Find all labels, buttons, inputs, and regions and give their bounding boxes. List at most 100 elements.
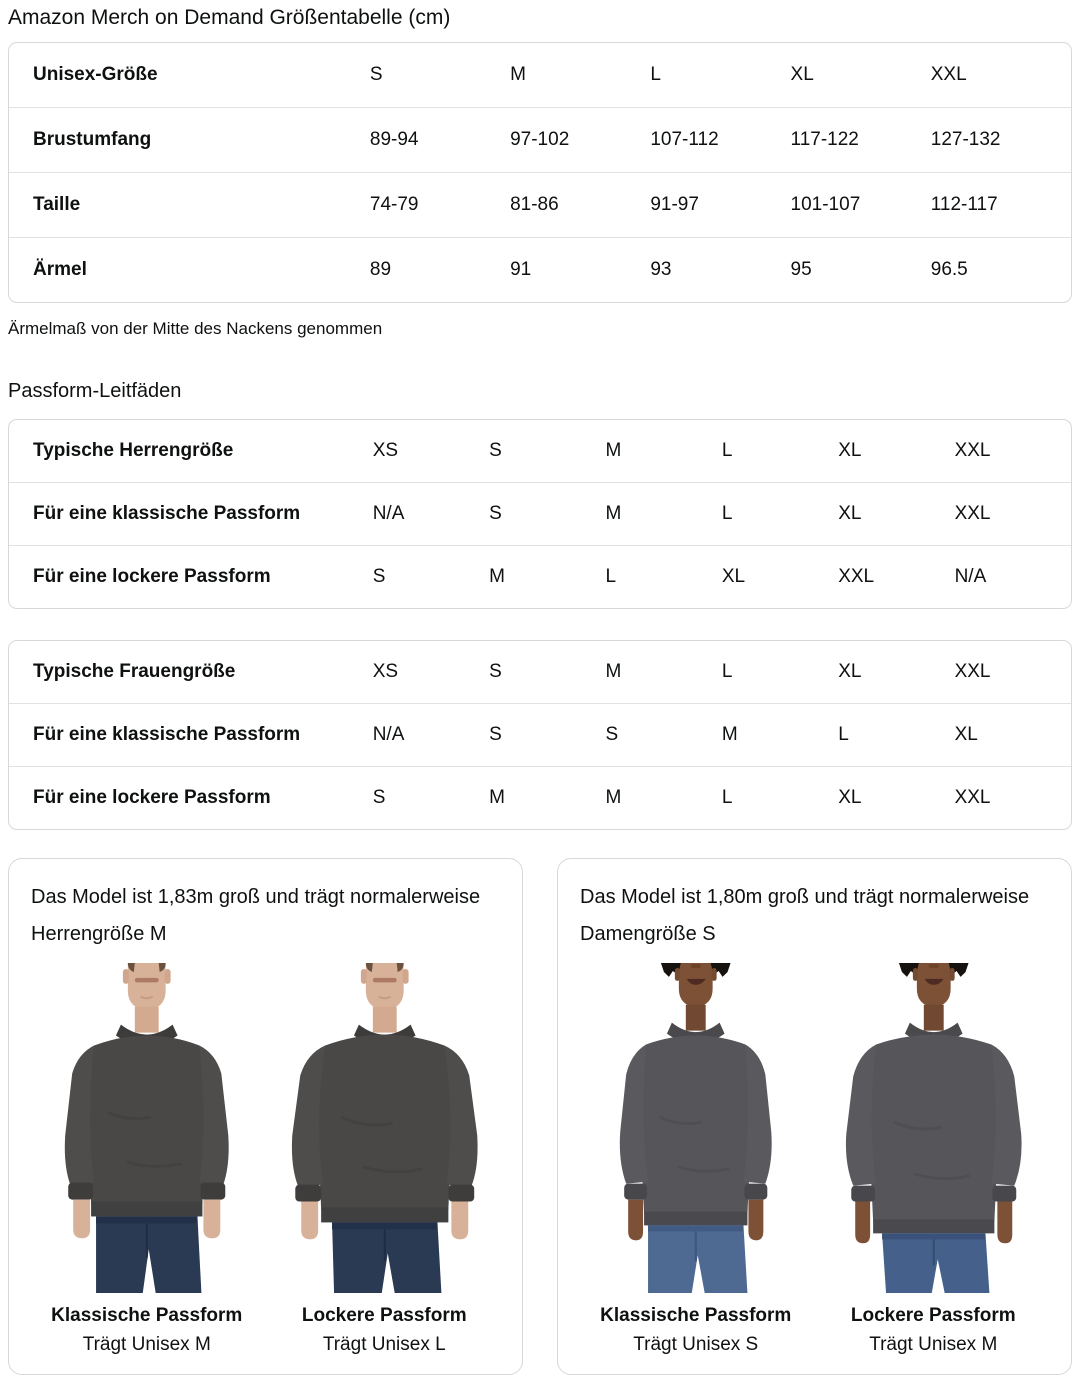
table-row: Ärmel 89 91 93 95 96.5 — [9, 237, 1071, 302]
row-label: Für eine klassische Passform — [9, 703, 373, 766]
table-cell: XXL — [954, 661, 991, 682]
table-cell: 101-107 — [790, 172, 931, 237]
table-row: Für eine lockere Passform S M M L XL XXL — [9, 766, 1071, 829]
fit-label: Klassische Passform — [600, 1305, 792, 1326]
table-cell: 127-132 — [930, 107, 1071, 172]
row-label: Für eine lockere Passform — [9, 545, 373, 608]
fit-label: Lockere Passform — [850, 1305, 1016, 1326]
model-description: Das Model ist 1,80m groß und trägt norma… — [580, 886, 1030, 945]
table-cell: 112-117 — [930, 172, 1071, 237]
table-cell: XXL — [838, 545, 955, 608]
male-model-classic-fit-photo — [64, 963, 229, 1293]
table-cell: XL — [838, 482, 955, 545]
table-cell: XXL — [954, 766, 1071, 829]
row-label: Für eine klassische Passform — [9, 482, 373, 545]
table-row: Typische Herrengröße XS S M L XL XXL — [9, 420, 1071, 482]
unisex-size-table: Unisex-Größe S M L XL XXL Brustumfang 89… — [8, 42, 1072, 303]
table-cell: M — [721, 703, 839, 766]
table-cell: 117-122 — [790, 107, 931, 172]
figure-female-loose: Lockere Passform Trägt Unisex M — [818, 963, 1050, 1356]
page-title: Amazon Merch on Demand Größentabelle (cm… — [8, 6, 451, 29]
male-model-loose-fit-photo — [291, 963, 478, 1293]
row-label: Ärmel — [9, 237, 370, 302]
table-row: Für eine klassische Passform N/A S S M L… — [9, 703, 1071, 766]
table-cell: 107-112 — [650, 107, 791, 172]
table-row: Für eine klassische Passform N/A S M L X… — [9, 482, 1071, 545]
figure-female-classic: Klassische Passform Trägt Unisex S — [580, 963, 812, 1356]
row-label: Taille — [9, 172, 370, 237]
table-cell: S — [369, 64, 383, 85]
table-cell: 89 — [369, 237, 511, 302]
table-cell: N/A — [372, 703, 490, 766]
row-label: Typische Herrengröße — [33, 440, 234, 461]
table-cell: M — [605, 482, 722, 545]
table-cell: S — [489, 661, 502, 682]
table-cell: N/A — [954, 545, 1071, 608]
table-row: Taille 74-79 81-86 91-97 101-107 112-117 — [9, 172, 1071, 237]
table-cell: M — [605, 766, 722, 829]
table-cell: M — [605, 661, 622, 682]
table-cell: S — [489, 482, 606, 545]
table-cell: L — [605, 545, 722, 608]
table-cell: S — [372, 545, 490, 608]
table-row: Brustumfang 89-94 97-102 107-112 117-122… — [9, 107, 1071, 172]
table-cell: L — [650, 64, 661, 85]
table-cell: M — [605, 440, 622, 461]
female-model-loose-fit-photo — [845, 963, 1022, 1293]
table-cell: 97-102 — [510, 107, 651, 172]
model-cards-row: Das Model ist 1,83m groß und trägt norma… — [8, 858, 1072, 1375]
model-description: Das Model ist 1,83m groß und trägt norma… — [31, 886, 481, 945]
table-cell: XXL — [954, 440, 991, 461]
table-cell: 74-79 — [369, 172, 511, 237]
table-cell: 91 — [510, 237, 651, 302]
fit-label: Klassische Passform — [51, 1305, 243, 1326]
table-cell: L — [721, 766, 839, 829]
table-cell: XL — [838, 766, 955, 829]
figures-row: Klassische Passform Trägt Unisex S — [580, 963, 1049, 1356]
table-cell: N/A — [372, 482, 490, 545]
womens-fit-table: Typische Frauengröße XS S M L XL XXL Für… — [8, 640, 1072, 830]
table-row: Für eine lockere Passform S M L XL XXL N… — [9, 545, 1071, 608]
row-label: Typische Frauengröße — [33, 661, 236, 682]
fit-guides-heading: Passform-Leitfäden — [8, 380, 182, 402]
male-model-card: Das Model ist 1,83m groß und trägt norma… — [8, 858, 523, 1375]
table-cell: L — [721, 440, 733, 461]
sleeve-measure-note: Ärmelmaß von der Mitte des Nackens genom… — [8, 319, 383, 338]
table-cell: XL — [721, 545, 839, 608]
female-model-card: Das Model ist 1,80m groß und trägt norma… — [557, 858, 1072, 1375]
table-cell: M — [489, 766, 606, 829]
row-label: Unisex-Größe — [33, 64, 158, 85]
table-cell: M — [510, 64, 526, 85]
table-cell: S — [372, 766, 490, 829]
table-cell: XL — [790, 64, 814, 85]
table-cell: 93 — [650, 237, 791, 302]
size-label: Trägt Unisex S — [633, 1334, 759, 1355]
figures-row: Klassische Passform Trägt Unisex M — [31, 963, 500, 1356]
size-label: Trägt Unisex L — [322, 1334, 446, 1355]
table-cell: XS — [372, 440, 399, 461]
female-model-classic-fit-photo — [619, 963, 772, 1293]
table-cell: 95 — [790, 237, 931, 302]
table-cell: XL — [838, 440, 862, 461]
table-cell: S — [489, 703, 606, 766]
table-cell: 81-86 — [510, 172, 651, 237]
size-chart-page: Amazon Merch on Demand Größentabelle (cm… — [0, 6, 1080, 1375]
table-cell: 91-97 — [650, 172, 791, 237]
table-row: Unisex-Größe S M L XL XXL — [9, 43, 1071, 107]
table-cell: M — [489, 545, 606, 608]
row-label: Für eine lockere Passform — [9, 766, 373, 829]
size-label: Trägt Unisex M — [869, 1334, 998, 1355]
table-cell: XL — [838, 661, 862, 682]
table-cell: S — [605, 703, 722, 766]
table-cell: S — [489, 440, 502, 461]
table-cell: 96.5 — [930, 237, 1071, 302]
table-row: Typische Frauengröße XS S M L XL XXL — [9, 641, 1071, 703]
size-label: Trägt Unisex M — [82, 1334, 211, 1355]
fit-label: Lockere Passform — [301, 1305, 467, 1326]
mens-fit-table: Typische Herrengröße XS S M L XL XXL Für… — [8, 419, 1072, 609]
table-cell: L — [838, 703, 955, 766]
table-cell: XXL — [930, 64, 967, 85]
figure-male-loose: Lockere Passform Trägt Unisex L — [269, 963, 501, 1356]
table-cell: XS — [372, 661, 399, 682]
table-cell: L — [721, 482, 839, 545]
